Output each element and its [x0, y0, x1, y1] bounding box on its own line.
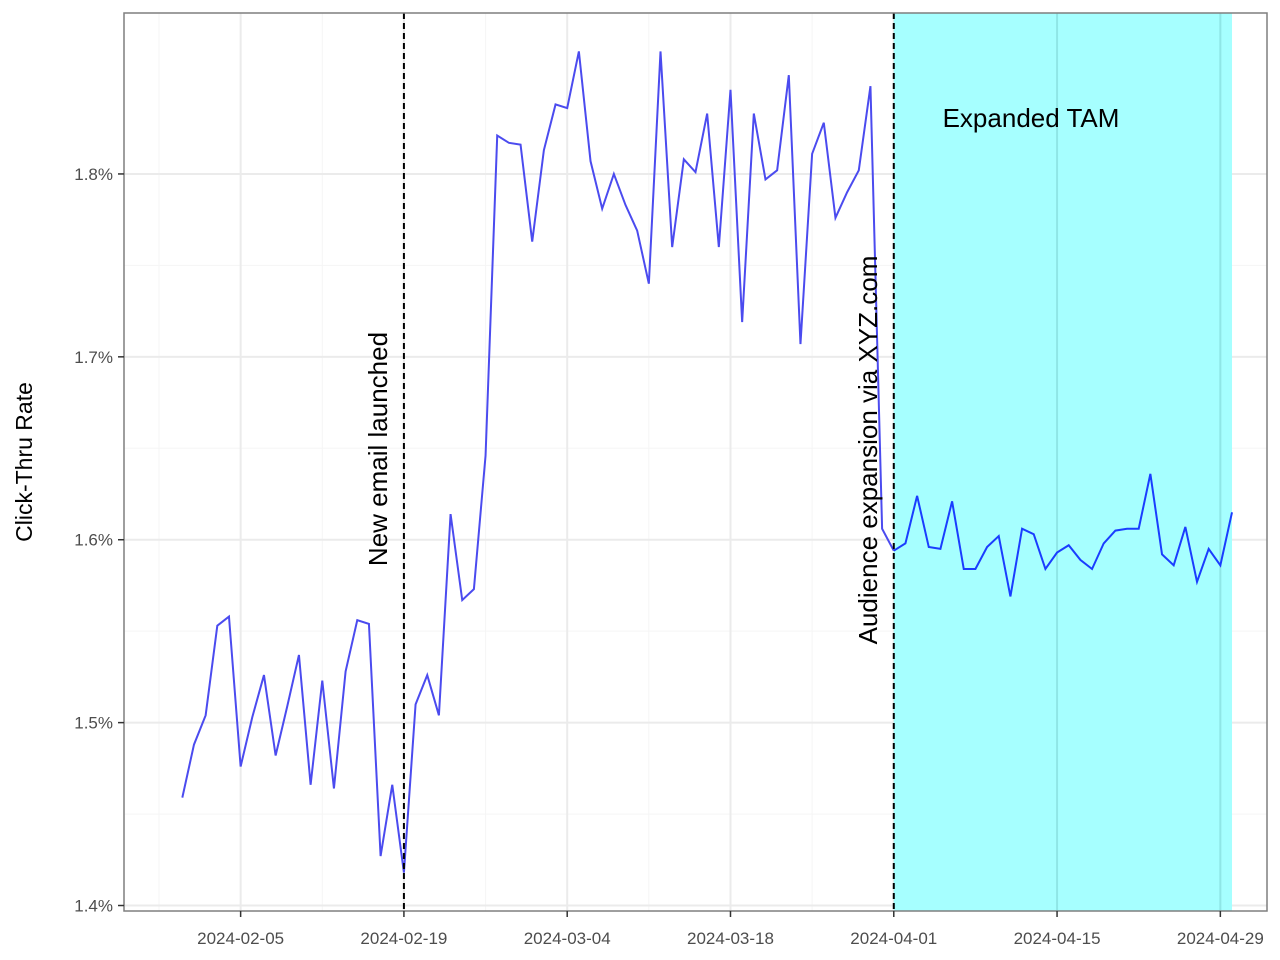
x-tick-label: 2024-02-05 [197, 929, 284, 948]
y-tick-label: 1.8% [74, 165, 113, 184]
y-tick-label: 1.7% [74, 348, 113, 367]
ctr-line-after [893, 473, 1233, 597]
band-label: Expanded TAM [943, 103, 1120, 133]
y-tick-label: 1.6% [74, 531, 113, 550]
band-gridlines [1056, 13, 1222, 911]
expanded-tam-band [893, 13, 1233, 911]
ctr-line-before [181, 51, 895, 873]
x-tick-label: 2024-03-04 [524, 929, 611, 948]
annotation-new-email: New email launched [363, 332, 393, 566]
x-tick-label: 2024-02-19 [360, 929, 447, 948]
y-tick-label: 1.4% [74, 897, 113, 916]
annotation-audience-expansion: Audience expansion via XYZ.com [853, 256, 883, 645]
y-tick-label: 1.5% [74, 714, 113, 733]
x-tick-label: 2024-04-15 [1014, 929, 1101, 948]
y-axis: 1.4% 1.5% 1.6% 1.7% 1.8% [74, 165, 124, 916]
y-axis-title: Click-Thru Rate [11, 382, 37, 542]
x-tick-label: 2024-04-01 [850, 929, 937, 948]
x-axis: 2024-02-05 2024-02-19 2024-03-04 2024-03-18… [197, 911, 1264, 948]
x-tick-label: 2024-03-18 [687, 929, 774, 948]
panel-border [123, 12, 1268, 912]
x-tick-label: 2024-04-29 [1177, 929, 1264, 948]
